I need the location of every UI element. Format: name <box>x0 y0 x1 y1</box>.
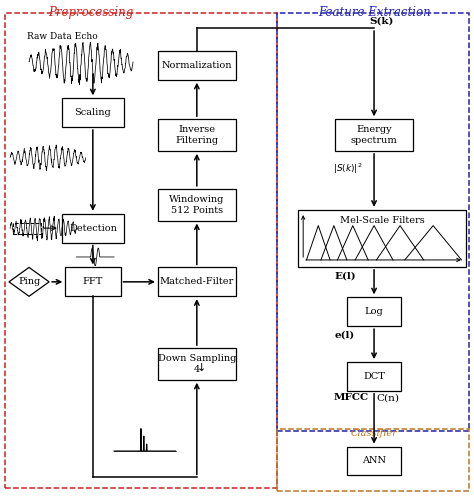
Bar <box>347 447 401 476</box>
Bar <box>277 13 469 431</box>
Bar <box>12 223 41 234</box>
Bar <box>347 362 401 391</box>
Text: Detection: Detection <box>69 224 117 233</box>
Text: Scaling: Scaling <box>74 108 111 117</box>
Polygon shape <box>9 267 49 296</box>
Bar <box>65 267 120 296</box>
Bar <box>347 297 401 326</box>
Text: C(n): C(n) <box>376 393 400 402</box>
Text: Energy
spectrum: Energy spectrum <box>351 125 397 145</box>
Text: Log: Log <box>365 307 383 316</box>
Text: Down Sampling
4: Down Sampling 4 <box>158 354 236 374</box>
Bar <box>299 210 466 267</box>
Text: Matched-Filter: Matched-Filter <box>160 277 234 286</box>
Text: MFCC: MFCC <box>334 393 369 402</box>
Text: S(k): S(k) <box>369 16 394 25</box>
Text: Windowing
512 Points: Windowing 512 Points <box>169 195 225 215</box>
Bar <box>5 13 277 489</box>
Bar <box>158 51 236 80</box>
Text: E(l): E(l) <box>335 272 356 281</box>
Bar <box>62 98 124 127</box>
Text: Ping: Ping <box>18 277 40 286</box>
Bar <box>158 348 236 380</box>
Text: DCT: DCT <box>363 372 385 381</box>
Text: ANN: ANN <box>362 457 386 466</box>
Text: ↓: ↓ <box>197 363 206 373</box>
Text: Normalization: Normalization <box>162 61 232 70</box>
Text: Feature Extraction: Feature Extraction <box>318 5 430 18</box>
Bar <box>158 119 236 151</box>
Text: FFT: FFT <box>82 277 103 286</box>
Text: Mel-Scale Filters: Mel-Scale Filters <box>340 216 425 225</box>
Text: Inverse
Filtering: Inverse Filtering <box>175 125 219 145</box>
Text: Raw Data Echo: Raw Data Echo <box>27 32 98 41</box>
Text: Preprocessing: Preprocessing <box>48 5 133 18</box>
Text: e(l): e(l) <box>335 330 355 339</box>
Bar <box>158 267 236 296</box>
Bar <box>158 189 236 221</box>
Text: $|S(k)|^2$: $|S(k)|^2$ <box>333 162 362 176</box>
Bar <box>62 214 124 243</box>
Bar <box>277 429 469 491</box>
Text: Classifier: Classifier <box>351 429 397 438</box>
Bar <box>335 119 413 151</box>
